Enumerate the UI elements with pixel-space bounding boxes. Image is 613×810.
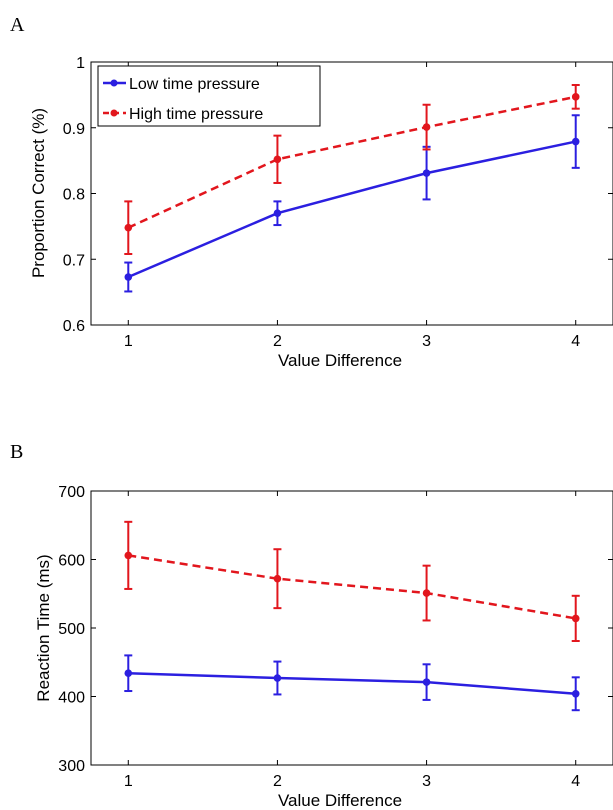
series-line-low-time-pressure [127,140,576,279]
axis-ticks-a: 1 2 3 4 0.6 0.7 0.8 0.9 1 [63,55,613,350]
data-point [124,669,133,678]
legend-marker-high [110,109,118,117]
y-tick-label: 700 [58,484,85,501]
x-tick-label: 1 [124,773,133,790]
series-line-high-time-pressure [127,95,576,229]
legend-item-low-time-pressure: Low time pressure [103,76,260,93]
plot-area-b [90,490,613,766]
data-point [422,123,431,131]
data-point [273,674,282,682]
data-point [273,155,282,164]
y-tick-label: 600 [58,553,85,570]
data-point [124,223,133,232]
y-tick-label: 1 [76,55,85,72]
data-point [422,169,431,177]
x-tick-label: 2 [273,773,282,790]
legend-marker-low [110,79,118,87]
data-point [422,589,431,597]
x-tick-label: 3 [422,333,431,350]
y-tick-label: 500 [58,621,85,638]
legend-item-high-time-pressure: High time pressure [103,106,263,123]
x-tick-label: 2 [273,333,282,350]
legend-label-high: High time pressure [129,106,263,123]
data-point [571,137,580,146]
series-layer-b [124,520,580,712]
legend-label-low: Low time pressure [129,76,260,93]
series-line-low-time-pressure [128,671,576,696]
series-layer-a [124,84,580,293]
panel-b: B Value Difference Reaction Time (ms) 1 2… [10,441,613,810]
panel-b-letter: B [10,441,23,463]
y-tick-label: 0.8 [63,187,85,204]
x-tick-label: 3 [422,773,431,790]
series-line-high-time-pressure [128,554,576,620]
data-point [273,209,282,218]
y-tick-label: 300 [58,758,85,775]
panel-a-letter: A [10,14,25,36]
data-point [422,678,431,686]
data-point [571,614,580,623]
y-axis-title-b: Reaction Time (ms) [34,554,53,701]
x-axis-title-b: Value Difference [278,791,402,810]
data-point [273,574,282,583]
y-tick-label: 0.6 [63,318,85,335]
y-tick-label: 0.7 [63,252,85,269]
x-tick-label: 1 [124,333,133,350]
panel-a: A Value Difference Proportion Correct (%… [10,14,613,370]
x-tick-label: 4 [571,773,580,790]
y-tick-label: 400 [58,690,85,707]
data-point [124,551,133,560]
x-axis-title-a: Value Difference [278,351,402,370]
legend-box [97,65,321,127]
data-point [124,273,133,281]
y-axis-title-a: Proportion Correct (%) [29,108,48,278]
legend: Low time pressure High time pressure [97,65,321,127]
axis-ticks-b: 1 2 3 4 300 400 500 600 700 [58,484,613,790]
data-point [571,689,580,698]
x-tick-label: 4 [571,333,580,350]
y-tick-label: 0.9 [63,121,85,138]
data-point [571,93,580,101]
